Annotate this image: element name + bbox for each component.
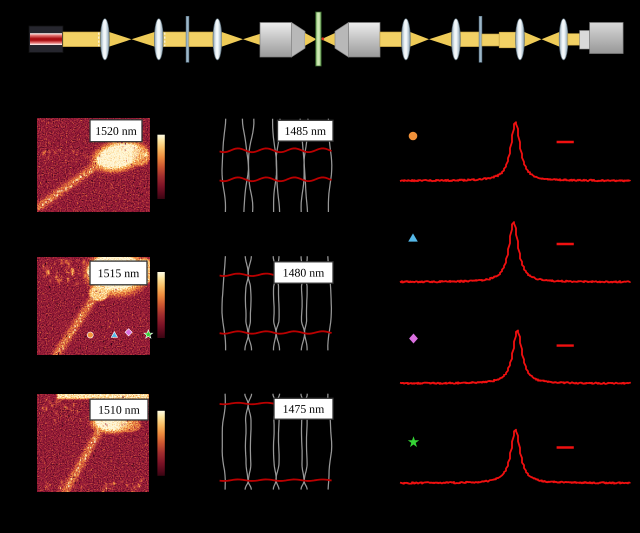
svg-text:1475 nm: 1475 nm: [283, 402, 325, 416]
svg-text:1510 nm: 1510 nm: [98, 403, 140, 417]
svg-text:1515 nm: 1515 nm: [98, 266, 140, 280]
svg-text:1485 nm: 1485 nm: [284, 124, 326, 138]
svg-text:1520 nm: 1520 nm: [95, 124, 137, 138]
svg-text:1480 nm: 1480 nm: [283, 266, 325, 280]
